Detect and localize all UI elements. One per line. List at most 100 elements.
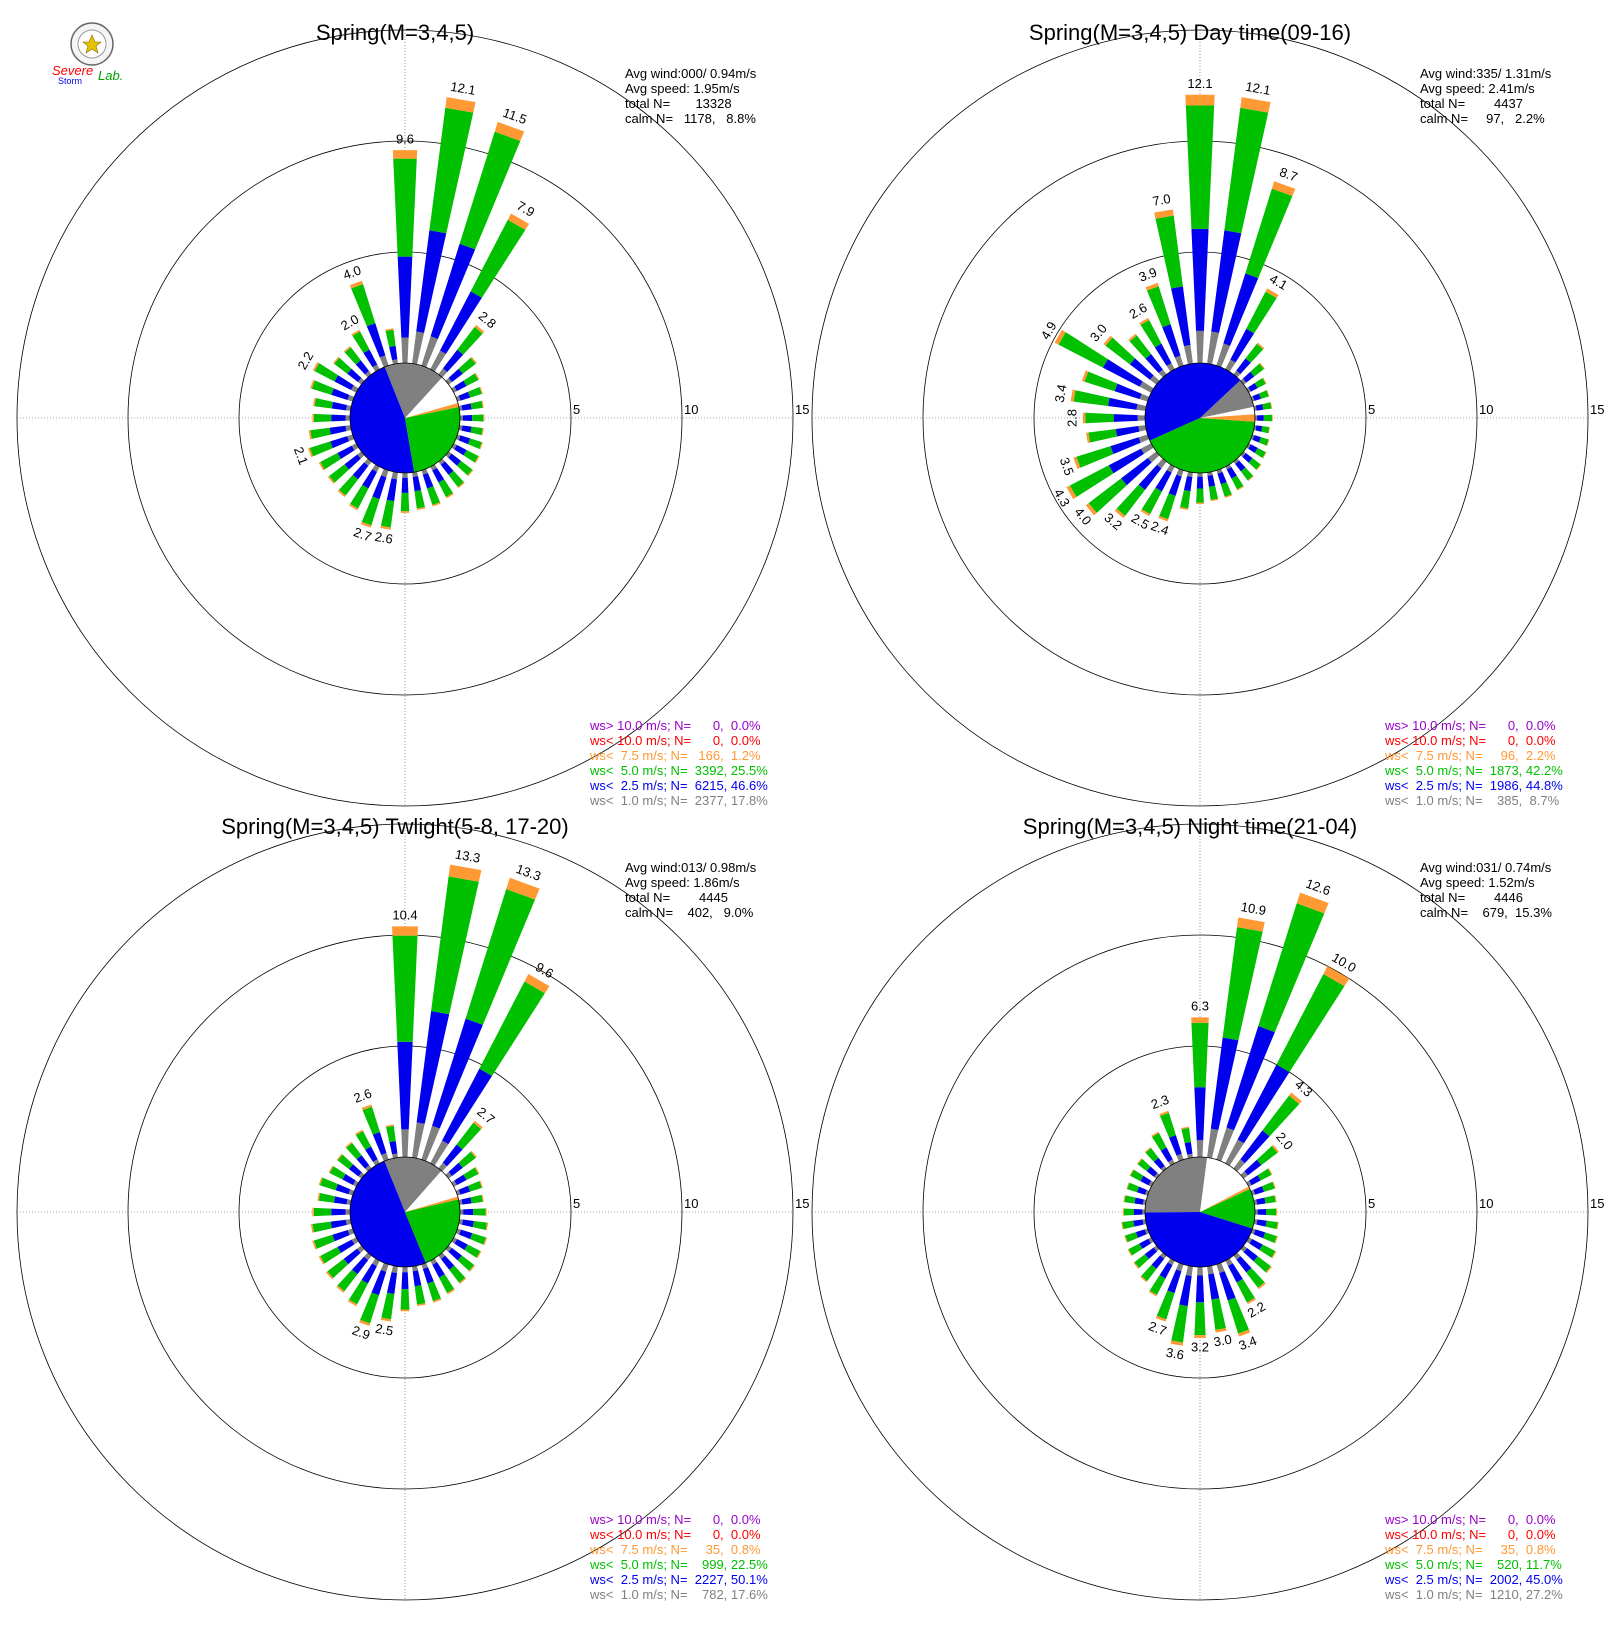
bar-segment bbox=[412, 1265, 419, 1272]
bar-segment bbox=[432, 467, 445, 483]
bar-segment bbox=[1138, 464, 1162, 490]
bar-segment bbox=[457, 482, 465, 489]
bar-segment bbox=[470, 426, 483, 436]
direction-bar bbox=[1140, 464, 1175, 517]
bar-segment bbox=[1141, 487, 1162, 515]
bar-segment bbox=[1225, 464, 1232, 470]
bar-segment bbox=[386, 478, 398, 502]
ring-label: 10 bbox=[684, 1196, 698, 1211]
bar-segment bbox=[448, 368, 463, 383]
bar-segment bbox=[463, 449, 479, 463]
direction-bar bbox=[349, 464, 380, 511]
bar-segment bbox=[379, 355, 389, 368]
bar-segment bbox=[1252, 435, 1261, 443]
ring-label: 15 bbox=[1590, 402, 1604, 417]
wind-rose-panel: 5 10 1510.413.313.39.62.72.52.92.6Spring(M… bbox=[16, 814, 809, 1602]
bar-segment bbox=[359, 1319, 371, 1326]
bar-segment bbox=[1247, 475, 1254, 482]
direction-bar bbox=[359, 1262, 389, 1326]
calm-pie-slice bbox=[405, 402, 459, 418]
bar-label: 13.3 bbox=[454, 847, 482, 866]
calm-pie bbox=[349, 1156, 461, 1268]
bar-segment bbox=[352, 1180, 359, 1187]
bar-segment bbox=[1147, 451, 1160, 463]
bar-segment bbox=[430, 1140, 449, 1166]
bar-segment bbox=[1242, 453, 1253, 463]
calm-pie-slice bbox=[1200, 414, 1255, 422]
bar-segment bbox=[1137, 415, 1146, 421]
bar-label: 13.3 bbox=[514, 861, 543, 884]
bar-segment bbox=[1267, 1168, 1273, 1175]
bar-segment bbox=[347, 434, 355, 442]
bar-segment bbox=[1134, 1254, 1149, 1268]
bar-segment bbox=[1140, 509, 1151, 517]
bar-segment bbox=[1158, 515, 1169, 522]
bar-segment bbox=[458, 391, 471, 401]
bar-segment bbox=[1261, 426, 1270, 434]
direction-bar bbox=[345, 1141, 372, 1172]
bar-segment bbox=[1246, 1268, 1265, 1288]
direction-bar bbox=[1121, 1219, 1147, 1230]
bar-segment bbox=[329, 425, 347, 435]
bar-segment bbox=[337, 1154, 354, 1170]
bar-segment bbox=[1256, 464, 1262, 471]
ring-label: 15 bbox=[795, 1196, 809, 1211]
bar-segment bbox=[380, 1317, 392, 1322]
direction-bar bbox=[1194, 1266, 1206, 1338]
bar-segment bbox=[472, 1220, 488, 1231]
direction-bar bbox=[312, 1228, 355, 1250]
calm-pie-slice bbox=[1200, 1189, 1255, 1229]
direction-bar bbox=[445, 1245, 476, 1272]
direction-bar bbox=[349, 280, 389, 368]
direction-bar bbox=[455, 386, 483, 402]
bar-segment bbox=[1240, 378, 1247, 385]
bar-segment bbox=[1122, 1208, 1124, 1216]
calm-circle bbox=[349, 362, 461, 474]
legend-entry: ws< 2.5 m/s; N= 6215, 46.6% bbox=[589, 778, 768, 793]
bar-segment bbox=[1253, 1186, 1265, 1195]
bar-segment bbox=[1121, 1222, 1124, 1230]
bar-segment bbox=[330, 1219, 347, 1229]
ring-label: 10 bbox=[1479, 402, 1493, 417]
bar-segment bbox=[1243, 1247, 1258, 1262]
bar-segment bbox=[381, 468, 389, 478]
bar-segment bbox=[1250, 1189, 1256, 1196]
bar-segment bbox=[1076, 446, 1114, 468]
bar-segment bbox=[1216, 1262, 1225, 1274]
bar-segment bbox=[1270, 402, 1273, 409]
ring-label: 5 bbox=[573, 402, 580, 417]
bar-segment bbox=[1171, 1304, 1188, 1343]
bar-segment bbox=[1227, 1297, 1249, 1334]
bar-segment bbox=[343, 1248, 361, 1265]
stat-line: Avg wind:000/ 0.94m/s bbox=[625, 66, 757, 81]
calm-pie-slice bbox=[1200, 1186, 1250, 1212]
direction-bar bbox=[1082, 412, 1146, 424]
bar-segment bbox=[1185, 105, 1215, 229]
bar-label: 11.5 bbox=[501, 105, 529, 127]
bar-segment bbox=[1149, 375, 1160, 385]
bar-segment bbox=[1139, 1238, 1151, 1249]
direction-bar bbox=[459, 1208, 487, 1216]
ring-label: 10 bbox=[1479, 1196, 1493, 1211]
bar-segment bbox=[479, 981, 545, 1076]
wind-rose-panel: 5 10 159.612.111.57.92.82.62.72.12.22.04.0… bbox=[16, 20, 809, 808]
bar-segment bbox=[1210, 498, 1219, 502]
bar-segment bbox=[1145, 354, 1163, 374]
bar-segment bbox=[1246, 1297, 1256, 1305]
bar-segment bbox=[1145, 282, 1159, 291]
stat-line: total N= 4437 bbox=[1420, 96, 1523, 111]
bar-segment bbox=[1130, 1169, 1144, 1182]
bar-segment bbox=[459, 1229, 473, 1240]
bar-segment bbox=[479, 1180, 483, 1188]
bar-label: 12.1 bbox=[1187, 76, 1212, 91]
bar-segment bbox=[473, 1208, 486, 1216]
direction-bar bbox=[1179, 471, 1193, 510]
bar-segment bbox=[393, 158, 417, 257]
direction-bar bbox=[430, 213, 530, 372]
bar-segment bbox=[362, 1106, 380, 1135]
bar-segment bbox=[327, 476, 335, 484]
bar-segment bbox=[1246, 1237, 1253, 1244]
bar-segment bbox=[1253, 1256, 1271, 1273]
bar-label: 2.0 bbox=[338, 311, 361, 333]
